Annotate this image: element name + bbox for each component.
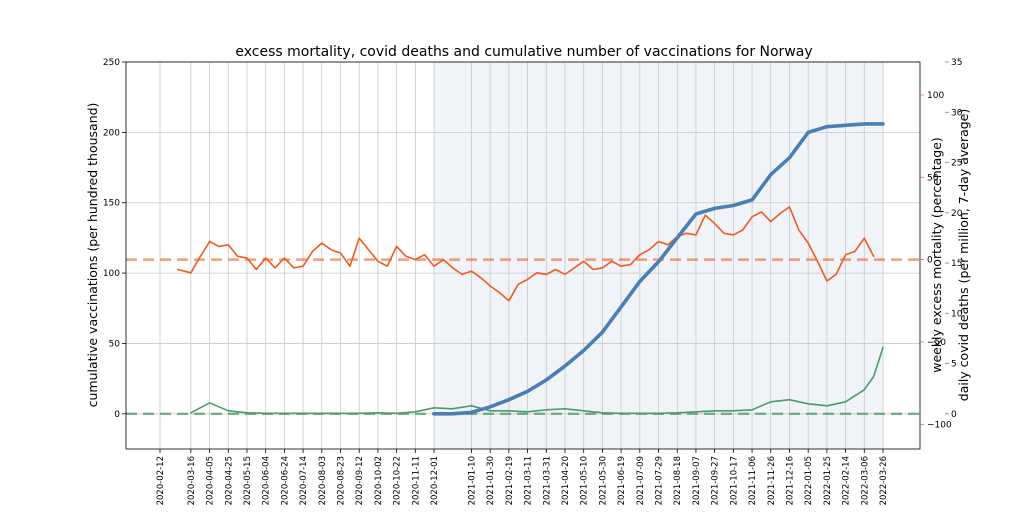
x-tick-label: 2020-04-05 xyxy=(206,456,216,505)
left-axis-ticks: 0 50 100 150 200 250 xyxy=(103,58,126,420)
x-tick-label: 2021-07-29 xyxy=(655,456,665,505)
deaths-axis-ticks: 0 5 10 15 20 25 30 35 xyxy=(945,58,963,420)
deaths-tick-label: 15 xyxy=(951,259,962,269)
vaccinations-line xyxy=(432,122,885,416)
deaths-tick-label: 25 xyxy=(951,159,962,169)
x-tick-label: 2021-06-19 xyxy=(617,456,627,505)
x-tick-label: 2021-11-06 xyxy=(748,456,758,505)
x-tick-label: 2022-01-25 xyxy=(823,456,833,505)
x-tick-label: 2022-03-26 xyxy=(879,456,889,505)
x-tick-label: 2021-05-10 xyxy=(580,456,590,505)
left-axis-label: cumulative vaccinations (per hundred tho… xyxy=(85,103,100,408)
x-tick-label: 2021-10-17 xyxy=(729,456,739,505)
x-tick-label: 2020-07-14 xyxy=(299,456,309,505)
x-tick-label: 2020-04-25 xyxy=(224,456,234,505)
deaths-tick-label: 35 xyxy=(951,58,962,68)
x-tick-label: 2020-09-12 xyxy=(355,456,365,505)
x-tick-label: 2021-01-30 xyxy=(486,456,496,505)
excess-tick-label: −100 xyxy=(927,420,952,430)
x-tick-label: 2020-08-23 xyxy=(337,456,347,505)
x-tick-label: 2020-10-02 xyxy=(374,456,384,505)
x-tick-label: 2022-03-06 xyxy=(860,456,870,505)
x-tick-label: 2020-06-24 xyxy=(280,456,290,505)
x-tick-label: 2020-06-04 xyxy=(262,456,272,505)
left-tick-label: 0 xyxy=(114,410,120,420)
x-tick-label: 2020-11-11 xyxy=(411,456,421,505)
x-tick-label: 2020-05-15 xyxy=(243,456,253,505)
left-tick-label: 150 xyxy=(103,199,120,209)
x-tick-label: 2021-01-10 xyxy=(468,456,478,505)
series-lines xyxy=(177,122,885,416)
x-tick-label: 2021-02-19 xyxy=(505,456,515,505)
deaths-tick-label: 5 xyxy=(951,360,957,370)
excess-axis-ticks: −100 −50 0 50 100 xyxy=(920,91,952,430)
x-tick-label: 2021-03-11 xyxy=(524,456,534,505)
plot-frame xyxy=(125,61,921,450)
deaths-tick-label: 30 xyxy=(951,108,963,118)
left-tick-label: 200 xyxy=(103,128,120,138)
deaths-tick-label: 10 xyxy=(951,309,963,319)
excess-tick-label: 0 xyxy=(927,256,933,266)
x-tick-label: 2021-03-31 xyxy=(542,456,552,505)
deaths-tick-label: 20 xyxy=(951,209,963,219)
x-tick-label: 2020-08-03 xyxy=(318,456,328,505)
x-tick-label: 2022-01-05 xyxy=(804,456,814,505)
excess-tick-label: −50 xyxy=(927,338,946,348)
left-tick-label: 250 xyxy=(103,58,120,68)
x-tick-label: 2020-02-12 xyxy=(156,456,166,505)
reference-lines xyxy=(126,258,920,416)
x-axis-ticks: 2020-02-12 2020-03-16 2020-04-05 2020-04-25… xyxy=(156,449,889,505)
excess_mortality-line xyxy=(177,206,875,302)
excess-tick-label: 50 xyxy=(927,173,939,183)
x-tick-label: 2020-10-22 xyxy=(393,456,403,505)
x-tick-label: 2021-11-26 xyxy=(767,456,777,505)
x-tick-label: 2021-09-07 xyxy=(692,456,702,505)
x-tick-label: 2021-04-20 xyxy=(561,456,571,505)
left-tick-label: 100 xyxy=(103,269,120,279)
x-tick-label: 2021-09-27 xyxy=(711,456,721,505)
left-tick-label: 50 xyxy=(109,339,121,349)
x-tick-label: 2020-12-01 xyxy=(430,456,440,505)
x-tick-label: 2021-12-16 xyxy=(786,456,796,505)
excess-axis-label: weekly excess mortality (percentage) xyxy=(929,137,944,373)
x-tick-label: 2021-07-09 xyxy=(636,456,646,505)
covid_deaths-line xyxy=(190,346,884,415)
x-tick-label: 2021-08-18 xyxy=(673,456,683,505)
x-tick-label: 2022-02-14 xyxy=(842,456,852,505)
deaths-axis-label: daily covid deaths (per million, 7-day a… xyxy=(956,109,971,401)
deaths-tick-label: 0 xyxy=(951,410,957,420)
x-tick-label: 2020-03-16 xyxy=(187,456,197,505)
excess-tick-label: 100 xyxy=(927,91,944,101)
grid xyxy=(126,61,920,449)
x-tick-label: 2021-05-30 xyxy=(598,456,608,505)
chart-title: excess mortality, covid deaths and cumul… xyxy=(235,44,812,60)
